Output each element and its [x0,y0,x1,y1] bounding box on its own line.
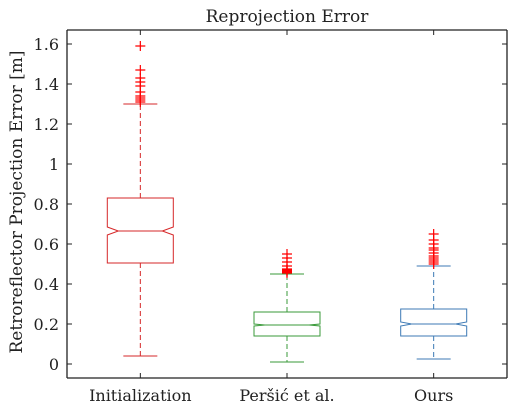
y-tick-label: 0 [49,355,59,374]
box-body [400,308,468,337]
chart-title: Reprojection Error [206,7,370,27]
y-tick-label: 1.2 [34,115,59,134]
outlier-marker [135,41,146,51]
y-tick-label: 0.2 [34,315,59,334]
y-tick-label: 1.6 [34,35,59,54]
y-tick-label: 1.4 [34,75,59,94]
x-tick-label: Peršić et al. [239,386,334,405]
y-axis-label: Retroreflector Projection Error [m] [7,50,27,353]
box-body [253,311,321,337]
y-tick-label: 0.4 [34,275,59,294]
box-body [106,197,174,264]
y-tick-label: 0.6 [34,235,59,254]
outlier-marker [282,249,292,259]
outlier-marker [428,229,439,239]
y-tick-label: 1 [49,155,59,174]
x-tick-label: Ours [414,386,453,405]
outlier-marker [135,65,146,75]
plot-area: 0 0.2 0.4 0.6 0.8 1 1.2 1.4 1.6 Initialization Per… [34,29,508,405]
x-tick-label: Initialization [89,386,192,405]
y-tick-label: 0.8 [34,195,59,214]
